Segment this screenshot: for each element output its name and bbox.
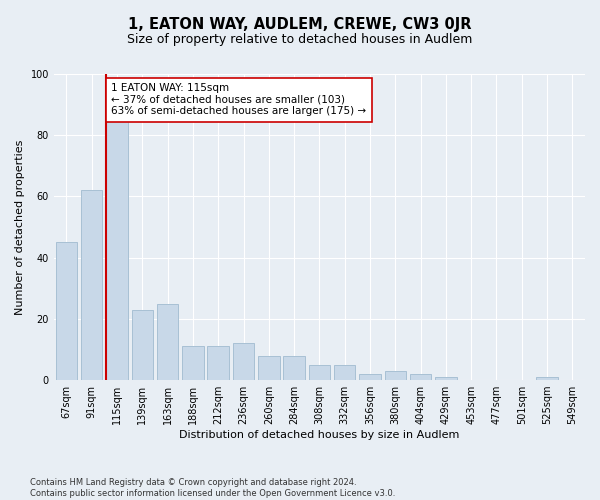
Bar — [258, 356, 280, 380]
Text: 1, EATON WAY, AUDLEM, CREWE, CW3 0JR: 1, EATON WAY, AUDLEM, CREWE, CW3 0JR — [128, 18, 472, 32]
Bar — [208, 346, 229, 380]
Bar — [233, 344, 254, 380]
Bar — [131, 310, 153, 380]
Text: Size of property relative to detached houses in Audlem: Size of property relative to detached ho… — [127, 32, 473, 46]
Bar — [106, 120, 128, 380]
Text: 1 EATON WAY: 115sqm
← 37% of detached houses are smaller (103)
63% of semi-detac: 1 EATON WAY: 115sqm ← 37% of detached ho… — [112, 83, 367, 116]
Bar — [283, 356, 305, 380]
Bar — [359, 374, 381, 380]
Y-axis label: Number of detached properties: Number of detached properties — [15, 140, 25, 314]
Bar — [385, 371, 406, 380]
Bar — [56, 242, 77, 380]
Bar — [435, 377, 457, 380]
Bar — [157, 304, 178, 380]
Bar — [308, 365, 330, 380]
Text: Contains HM Land Registry data © Crown copyright and database right 2024.
Contai: Contains HM Land Registry data © Crown c… — [30, 478, 395, 498]
Bar — [410, 374, 431, 380]
Bar — [536, 377, 558, 380]
Bar — [182, 346, 203, 380]
Bar — [81, 190, 103, 380]
Bar — [334, 365, 355, 380]
X-axis label: Distribution of detached houses by size in Audlem: Distribution of detached houses by size … — [179, 430, 460, 440]
